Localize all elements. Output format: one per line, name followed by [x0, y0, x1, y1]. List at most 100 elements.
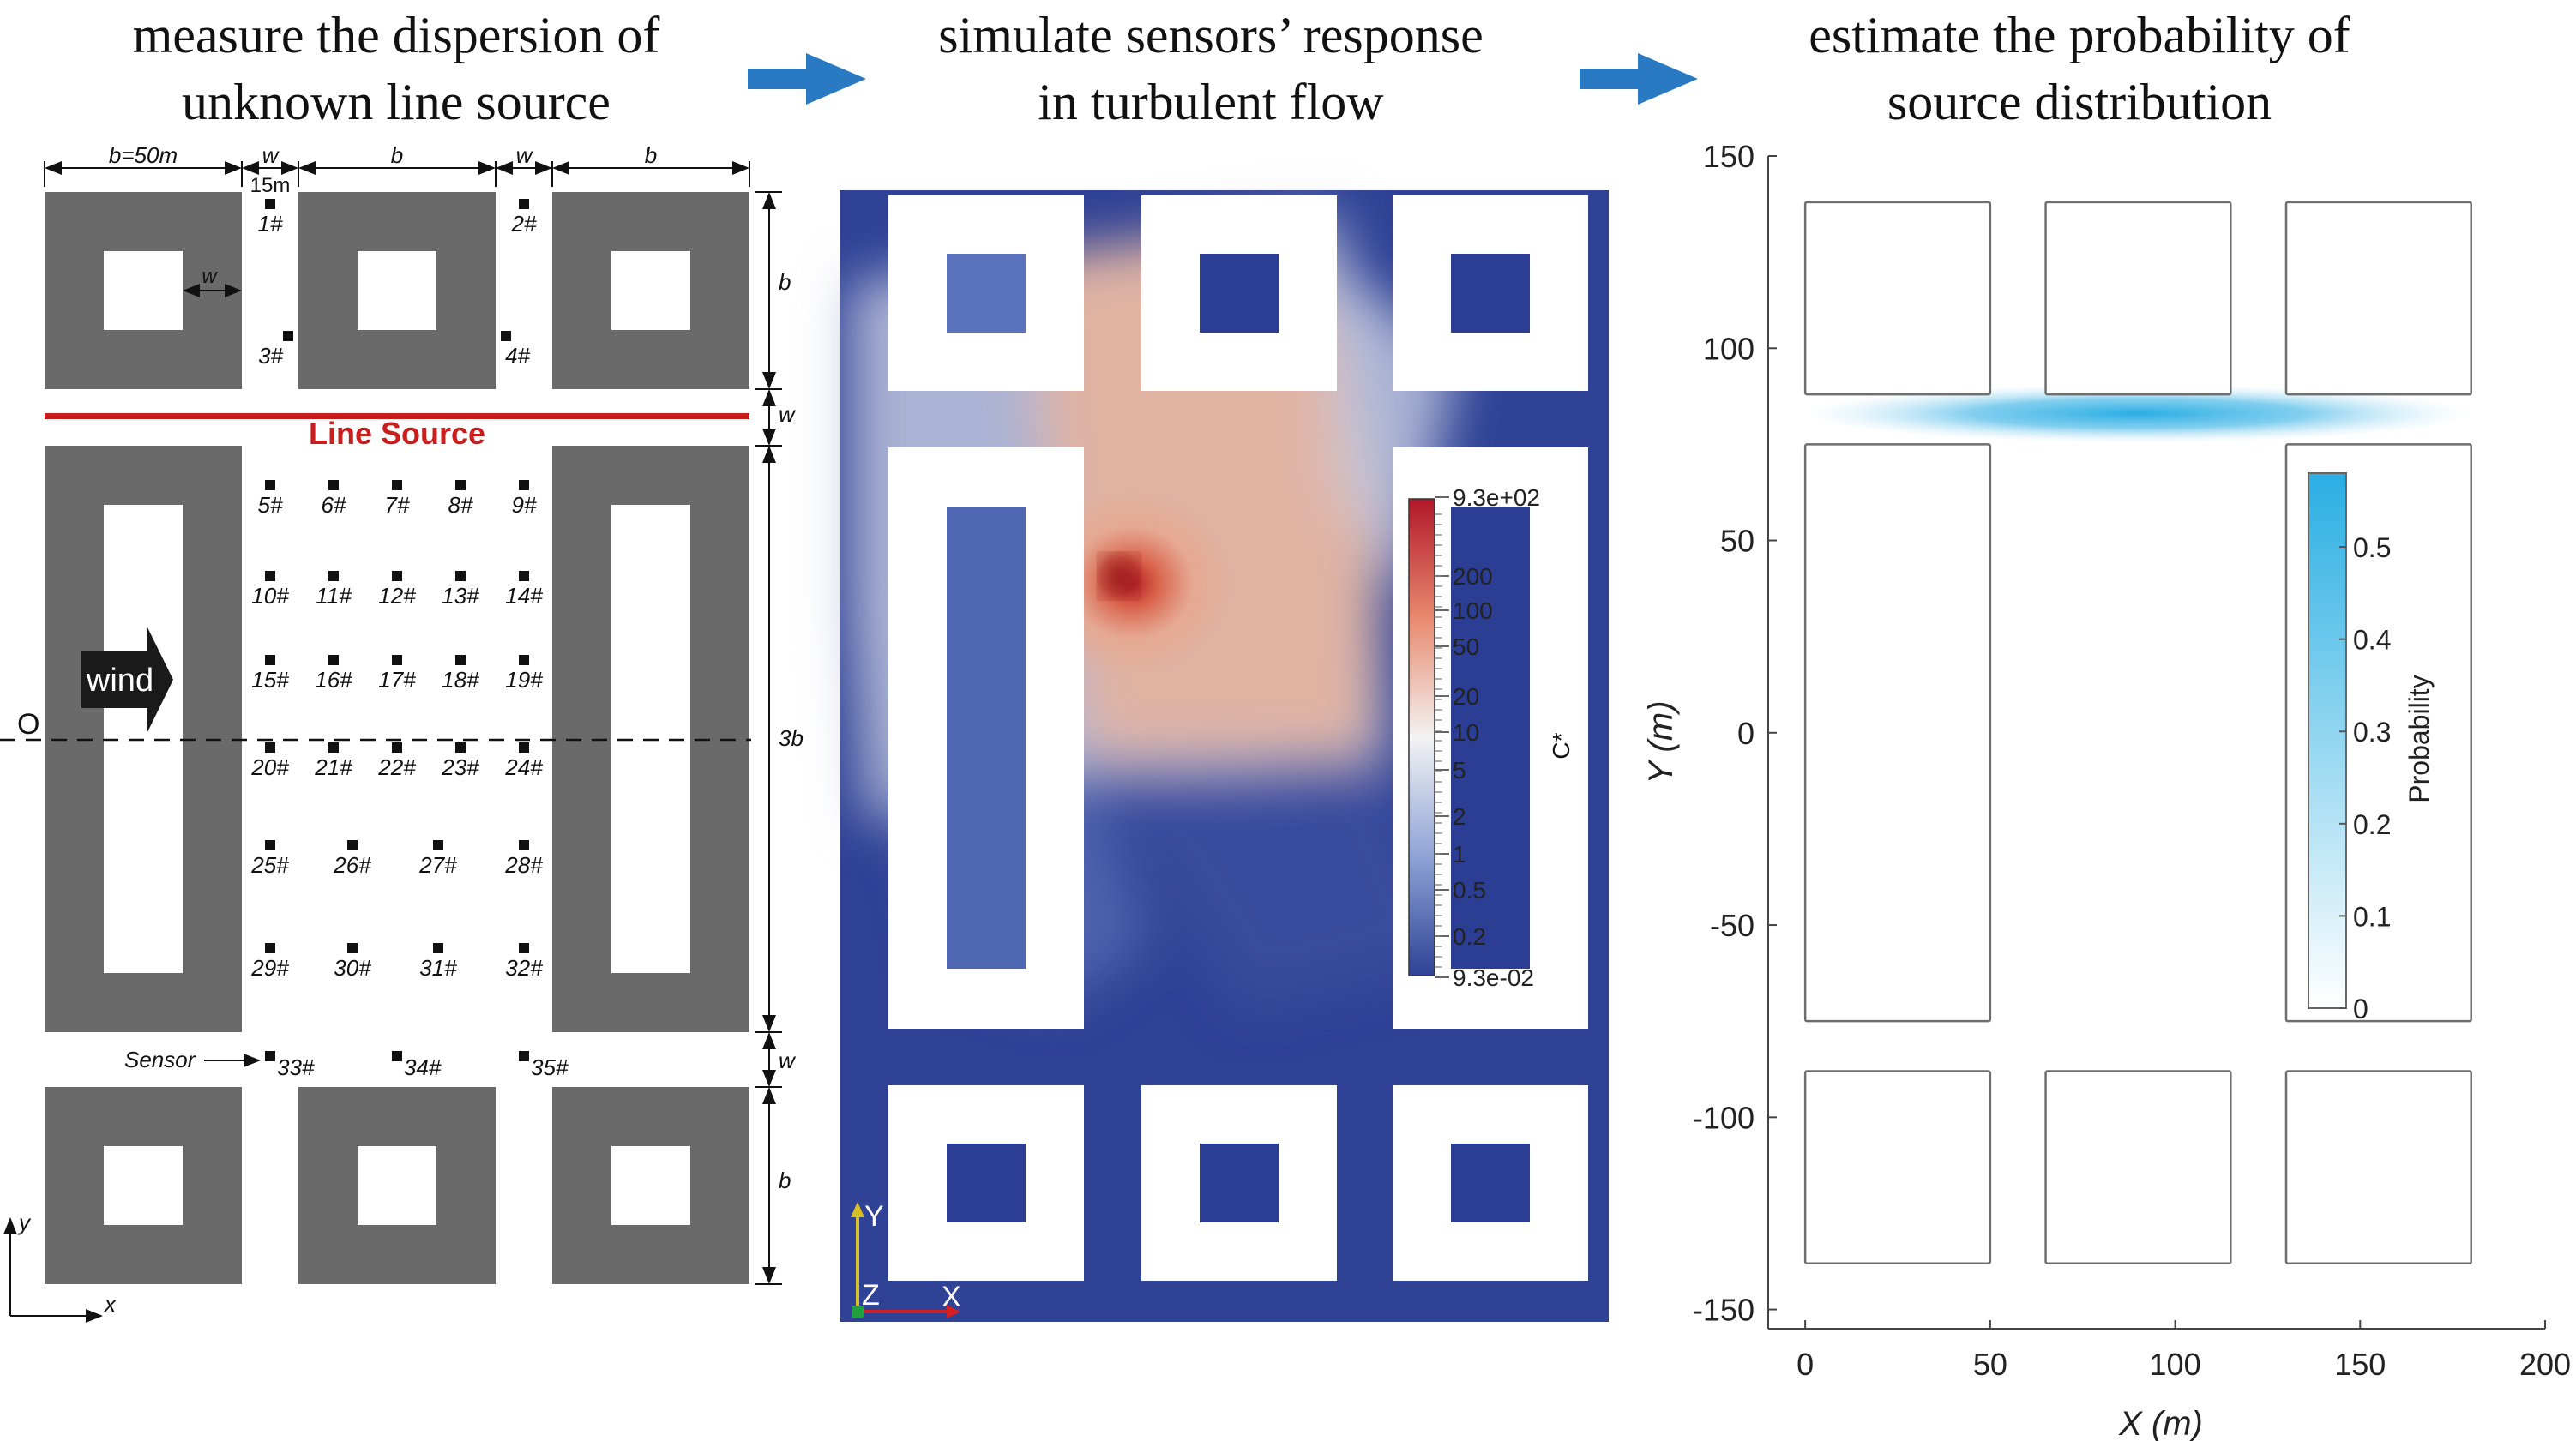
sensor-label-12: 12#: [378, 583, 416, 609]
wind-arrow: [81, 627, 173, 732]
building-outline-1: [1803, 201, 1992, 396]
x-tick-label: 150: [2334, 1347, 2386, 1382]
title-step-2-line-2: in turbulent flow: [1038, 74, 1384, 130]
sensor-label-13: 13#: [442, 583, 479, 609]
y-tick-label: -100: [1693, 1100, 1754, 1135]
step-arrow-2: [1580, 53, 1698, 105]
sensor-label-22: 22#: [377, 754, 416, 780]
y-tick-label: 150: [1703, 139, 1754, 174]
sensor-label-21: 21#: [314, 754, 352, 780]
sensor-marker: [519, 480, 529, 490]
sensor-marker: [328, 655, 339, 665]
sensor-label-35: 35#: [531, 1054, 569, 1080]
sensor-label: Sensor: [124, 1047, 196, 1072]
sensor-marker: [392, 1051, 402, 1061]
y-tick-label: 0: [1737, 716, 1754, 751]
sensor-label-27: 27#: [418, 852, 457, 878]
building-outline-6: [1803, 1070, 1992, 1265]
cfd-tick-label: 0.5: [1453, 877, 1486, 904]
cfd-tick-label: 20: [1453, 683, 1479, 710]
sensor-label-3: 3#: [258, 343, 283, 369]
sensor-marker: [347, 840, 358, 850]
line-source-label: Line Source: [309, 416, 485, 451]
sensor-label-29: 29#: [250, 955, 289, 981]
sensor-label-31: 31#: [419, 955, 457, 981]
sensor-marker: [519, 571, 529, 581]
sensor-marker: [392, 742, 402, 753]
sensor-marker: [265, 199, 275, 209]
sensor-marker: [328, 571, 339, 581]
sensor-marker: [283, 331, 293, 341]
sensor-label-1: 1#: [258, 211, 283, 237]
cfd-tick-label: 9.3e-02: [1453, 964, 1534, 991]
step-arrow-1: [748, 53, 866, 105]
cfd-colorbar-ticks: 9.3e+02 200 100 50 20 10 5 2 1 0.5 0.2 9.3e-02: [1435, 484, 1540, 991]
sensor-marker: [347, 943, 358, 953]
cfd-axis-x: X: [942, 1281, 961, 1313]
cfd-tick-label: 200: [1453, 563, 1493, 590]
prob-colorbar-tick-label: 0.5: [2353, 532, 2391, 563]
sensor-label-16: 16#: [315, 667, 352, 693]
line-source: [45, 413, 749, 419]
sensor-label-20: 20#: [250, 754, 289, 780]
prob-colorbar-tick-label: 0.1: [2353, 901, 2391, 932]
sensor-marker: [328, 480, 339, 490]
dim-w-inner: w: [202, 265, 218, 288]
dim-w1: w: [262, 142, 280, 168]
x-tick-label: 200: [2519, 1347, 2571, 1382]
building-outline-7: [2044, 1070, 2232, 1265]
title-step-1: measure the dispersion of unknown line s…: [10, 2, 782, 135]
plot-area: 150 100 50 0 -50 -100 -150 0 50 100 150 200 0 0.1 0.2 0…: [1693, 139, 2571, 1382]
sensor-label-33: 33#: [277, 1054, 315, 1080]
dim-right-w-top: w: [779, 401, 797, 427]
origin-label: O: [17, 708, 39, 741]
sensor-label-7: 7#: [385, 492, 410, 518]
sensor-label-32: 32#: [505, 955, 543, 981]
sensor-marker: [433, 840, 443, 850]
x-tick-label: 50: [1973, 1347, 2007, 1382]
cfd-tick-label: 0.2: [1453, 923, 1486, 950]
sensor-marker: [265, 840, 275, 850]
sensor-marker: [519, 943, 529, 953]
sensor-label-24: 24#: [504, 754, 543, 780]
sensor-marker: [392, 480, 402, 490]
layout-diagram: b=50m w b w b 15m: [0, 142, 803, 1323]
sensor-label-15: 15#: [251, 667, 289, 693]
sensor-marker: [433, 943, 443, 953]
dim-15m: 15m: [250, 174, 291, 197]
sensor-marker: [265, 742, 275, 753]
sensor-label-26: 26#: [333, 852, 371, 878]
cfd-tick-label: 1: [1453, 841, 1466, 868]
cfd-tick-label: 50: [1453, 633, 1479, 660]
y-tick-label: -150: [1693, 1293, 1754, 1328]
sensor-label-4: 4#: [505, 343, 530, 369]
title-step-2: simulate sensors’ response in turbulent …: [825, 2, 1597, 135]
sensor-marker: [392, 571, 402, 581]
sensor-label-25: 25#: [250, 852, 289, 878]
dim-right-b-bottom: b: [779, 1168, 791, 1193]
cfd-tick-label: 100: [1453, 597, 1493, 624]
cfd-panel: 9.3e+02 200 100 50 20 10 5 2 1 0.5 0.2 9.3e-02 C* Y…: [840, 190, 1609, 1322]
sensor-marker: [265, 655, 275, 665]
x-tick-label: 0: [1797, 1347, 1814, 1382]
sensor-marker: [265, 571, 275, 581]
axis-x-label: x: [103, 1291, 117, 1317]
dim-right-b-top: b: [779, 269, 791, 295]
title-step-3-line-2: source distribution: [1887, 74, 2272, 130]
title-step-1-line-2: unknown line source: [182, 74, 611, 130]
cfd-tick-label: 9.3e+02: [1453, 484, 1540, 511]
sensor-label-2: 2#: [511, 211, 537, 237]
sensor-label-11: 11#: [316, 583, 352, 609]
title-step-1-line-1: measure the dispersion of: [132, 7, 660, 63]
sensor-marker: [519, 840, 529, 850]
sensor-marker: [455, 571, 466, 581]
building-outline-4: [1803, 443, 1992, 1023]
sensor-label-9: 9#: [512, 492, 537, 518]
dim-right-3b: 3b: [779, 725, 803, 751]
sensor-label-34: 34#: [404, 1054, 442, 1080]
sensor-label-30: 30#: [334, 955, 371, 981]
sensor-marker: [519, 742, 529, 753]
title-step-2-line-1: simulate sensors’ response: [938, 7, 1484, 63]
y-axis-label: Y (m): [1642, 700, 1680, 784]
